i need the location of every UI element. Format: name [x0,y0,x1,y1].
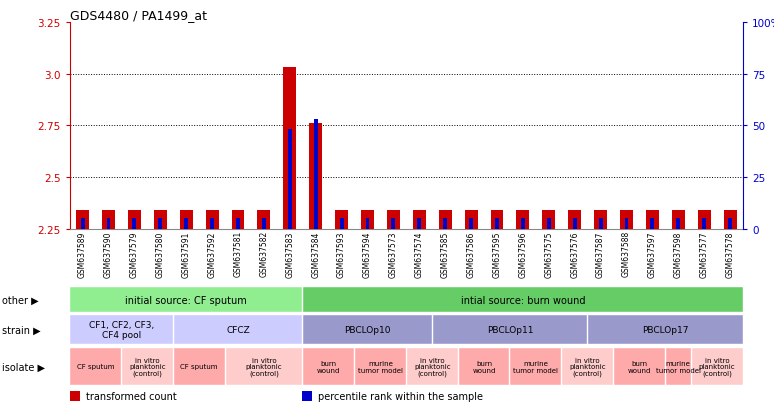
Bar [310,124,322,229]
Bar [361,211,374,229]
Bar [439,211,452,229]
Bar [174,348,224,385]
Bar [102,211,115,229]
Text: PBCLOp10: PBCLOp10 [344,325,391,334]
Bar [724,211,737,229]
Bar [495,219,499,229]
Bar [184,219,188,229]
Text: burn
wound: burn wound [317,360,341,373]
Bar [646,211,659,229]
Bar [666,348,690,385]
Text: GDS4480 / PA1499_at: GDS4480 / PA1499_at [70,9,207,21]
Bar [206,211,218,229]
Bar [288,130,292,229]
Bar [303,348,354,385]
Bar [491,211,503,229]
Bar [702,219,706,229]
Text: transformed count: transformed count [86,391,176,401]
Bar [211,219,214,229]
Bar [594,211,607,229]
Text: in vitro
planktonic
(control): in vitro planktonic (control) [570,357,606,376]
Bar [80,219,84,229]
Bar [283,68,296,229]
Bar [365,219,369,229]
Text: PBCLOp17: PBCLOp17 [642,325,689,334]
Bar [614,348,665,385]
Bar [433,315,587,344]
Text: CFCZ: CFCZ [226,325,250,334]
Bar [355,348,406,385]
Bar [521,219,525,229]
Text: in vitro
planktonic
(control): in vitro planktonic (control) [414,357,450,376]
Bar [387,211,400,229]
Text: in vitro
planktonic
(control): in vitro planktonic (control) [129,357,166,376]
Bar [258,211,270,229]
Bar [547,219,551,229]
Text: CF1, CF2, CF3,
CF4 pool: CF1, CF2, CF3, CF4 pool [89,320,154,339]
Bar [70,348,121,385]
Bar [620,211,633,229]
Bar [728,219,732,229]
Bar [76,211,89,229]
Bar [413,211,426,229]
Bar [340,219,344,229]
Text: in vitro
planktonic
(control): in vitro planktonic (control) [699,357,735,376]
Bar [469,219,473,229]
Text: percentile rank within the sample: percentile rank within the sample [318,391,483,401]
Bar [313,120,317,229]
Text: strain ▶: strain ▶ [2,325,41,335]
Bar [692,348,742,385]
Bar [573,219,577,229]
Bar [225,348,302,385]
Bar [543,211,555,229]
Bar [262,219,265,229]
Bar [159,219,163,229]
Bar [392,219,396,229]
Text: in vitro
planktonic
(control): in vitro planktonic (control) [245,357,283,376]
Bar [464,211,478,229]
Text: initial source: CF sputum: initial source: CF sputum [125,295,247,305]
Bar [174,315,302,344]
Text: murine
tumor model: murine tumor model [656,360,700,373]
Text: isolate ▶: isolate ▶ [2,361,46,372]
Bar [180,211,193,229]
Bar [303,287,742,312]
Bar [625,219,628,229]
Bar [459,348,509,385]
Bar [417,219,421,229]
Text: murine
tumor model: murine tumor model [513,360,558,373]
Bar [516,211,529,229]
Bar [676,219,680,229]
Bar [568,211,581,229]
Text: burn
wound: burn wound [472,360,495,373]
Bar [107,219,111,229]
Text: intial source: burn wound: intial source: burn wound [461,295,585,305]
Bar [407,348,457,385]
Bar [122,348,173,385]
Text: burn
wound: burn wound [628,360,651,373]
Text: murine
tumor model: murine tumor model [358,360,403,373]
Bar [562,348,613,385]
Bar [132,219,136,229]
Bar [70,315,173,344]
Bar [598,219,602,229]
Bar [511,348,561,385]
Bar [70,287,302,312]
Bar [588,315,742,344]
Bar [650,219,654,229]
Bar [128,211,141,229]
Bar [231,211,245,229]
Bar [335,211,348,229]
Bar [303,315,432,344]
Text: other ▶: other ▶ [2,295,39,305]
Bar [154,211,166,229]
Text: CF sputum: CF sputum [77,363,115,370]
Bar [672,211,685,229]
Bar [444,219,447,229]
Text: PBCLOp11: PBCLOp11 [487,325,533,334]
Bar [236,219,240,229]
Text: CF sputum: CF sputum [180,363,218,370]
Bar [697,211,711,229]
